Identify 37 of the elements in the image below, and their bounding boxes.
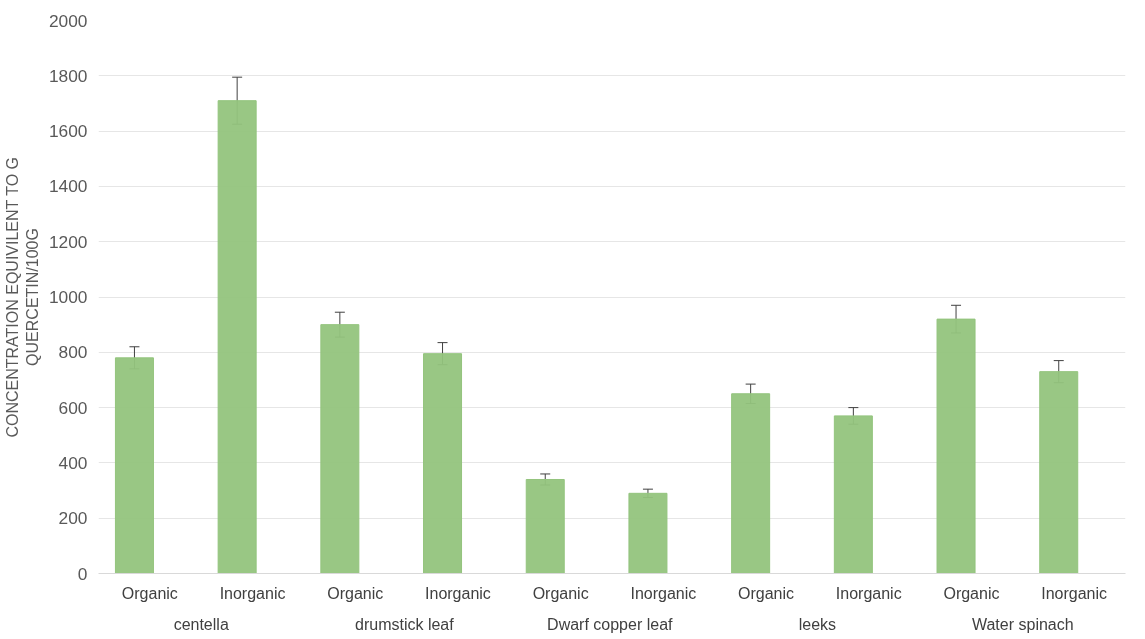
x-tick-label: Organic — [738, 584, 795, 602]
y-tick-label: 1400 — [48, 176, 88, 197]
text: drumstick leaf — [355, 615, 455, 633]
x-tick-label: Inorganic — [630, 584, 697, 602]
y-tick-label: 2000 — [48, 10, 88, 31]
bar — [423, 353, 463, 574]
y-tick-label: 1800 — [48, 65, 88, 86]
text: leeks — [798, 615, 837, 633]
bar — [628, 492, 668, 574]
x-tick-label: Organic — [943, 584, 1000, 602]
y-tick-label: 0 — [77, 563, 88, 584]
text: Water spinach — [971, 615, 1074, 633]
x-tick-label: Inorganic — [219, 584, 286, 602]
bar — [936, 318, 976, 574]
x-tick-label: Inorganic — [425, 584, 491, 602]
y-tick-label: 800 — [58, 342, 88, 363]
bar — [731, 393, 771, 574]
y-tick-label: 1600 — [48, 121, 88, 142]
text: Dwarf copper leaf — [547, 615, 674, 633]
bar — [833, 415, 873, 574]
y-tick-label: 400 — [58, 452, 88, 473]
y-axis-title: CONCENTRATION EQUIVILENT TO G QUERCETIN/100G — [3, 156, 41, 438]
x-tick-label: Inorganic — [835, 584, 902, 602]
text: centella — [173, 615, 229, 633]
bar — [1039, 371, 1079, 574]
x-tick-label: Organic — [532, 584, 589, 602]
x-tick-label: Inorganic — [1041, 584, 1108, 602]
y-tick-label: 1000 — [48, 287, 88, 307]
bar — [525, 478, 565, 574]
y-tick-label: 1200 — [48, 231, 88, 252]
x-tick-label: Organic — [327, 584, 384, 602]
bar — [114, 357, 154, 574]
bar — [217, 100, 257, 574]
bar — [320, 324, 360, 574]
y-tick-label: 200 — [58, 508, 88, 529]
y-tick-label: 600 — [58, 397, 88, 418]
x-tick-label: Organic — [121, 584, 178, 602]
